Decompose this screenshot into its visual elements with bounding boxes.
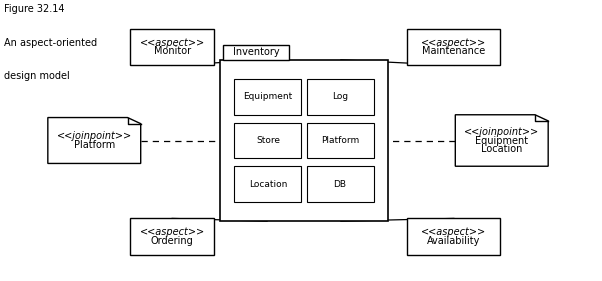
FancyBboxPatch shape	[130, 29, 214, 65]
FancyBboxPatch shape	[306, 166, 374, 202]
Text: Equipment: Equipment	[475, 135, 529, 146]
Text: <<aspect>>: <<aspect>>	[421, 38, 486, 48]
Text: Equipment: Equipment	[243, 92, 293, 101]
FancyBboxPatch shape	[408, 29, 500, 65]
Text: <<joinpoint>>: <<joinpoint>>	[57, 131, 132, 141]
Text: DB: DB	[334, 180, 347, 189]
Text: <<aspect>>: <<aspect>>	[140, 227, 205, 237]
Polygon shape	[455, 115, 548, 166]
Polygon shape	[48, 117, 141, 164]
FancyBboxPatch shape	[234, 79, 302, 115]
Text: <<aspect>>: <<aspect>>	[421, 227, 486, 237]
Text: Maintenance: Maintenance	[422, 46, 485, 56]
FancyBboxPatch shape	[306, 79, 374, 115]
Text: An aspect-oriented: An aspect-oriented	[4, 38, 98, 47]
Text: <<aspect>>: <<aspect>>	[140, 38, 205, 48]
Text: Location: Location	[249, 180, 287, 189]
FancyBboxPatch shape	[234, 166, 302, 202]
Text: Location: Location	[481, 144, 523, 154]
Text: design model: design model	[4, 71, 70, 81]
FancyBboxPatch shape	[130, 218, 214, 255]
Text: Platform: Platform	[321, 136, 359, 145]
Text: Inventory: Inventory	[233, 47, 279, 57]
Text: Availability: Availability	[427, 236, 480, 246]
FancyBboxPatch shape	[234, 123, 302, 158]
FancyBboxPatch shape	[223, 44, 289, 60]
Text: Platform: Platform	[73, 140, 115, 150]
FancyBboxPatch shape	[408, 218, 500, 255]
Text: Monitor: Monitor	[154, 46, 191, 56]
Text: <<joinpoint>>: <<joinpoint>>	[464, 127, 539, 137]
Text: Store: Store	[256, 136, 280, 145]
Text: Figure 32.14: Figure 32.14	[4, 4, 65, 14]
FancyBboxPatch shape	[220, 60, 388, 221]
Text: Ordering: Ordering	[150, 236, 193, 246]
FancyBboxPatch shape	[306, 123, 374, 158]
Text: Log: Log	[332, 92, 348, 101]
